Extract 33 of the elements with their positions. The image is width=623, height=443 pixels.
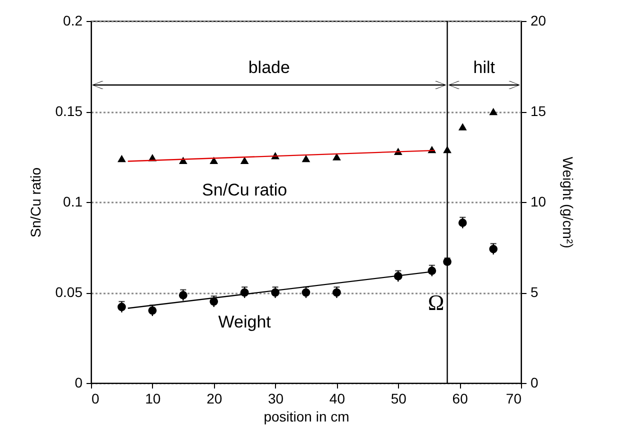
series-label: Sn/Cu ratio — [202, 180, 288, 200]
x-tick-label: 10 — [145, 390, 161, 406]
y-tick-label: 0.05 — [55, 284, 83, 300]
y-tick-label: 0 — [74, 374, 83, 390]
y-tick-label: 0.1 — [63, 194, 83, 210]
x-tick-label: 60 — [452, 390, 468, 406]
x-tick-label: 20 — [206, 390, 222, 406]
point — [210, 156, 218, 164]
y-axis-title: Sn/Cu ratio — [27, 167, 44, 238]
point — [489, 108, 498, 116]
y2-axis-title: Weight (g/cm²) — [560, 156, 576, 248]
point — [240, 156, 249, 164]
ref-line-label: Ω — [428, 290, 444, 315]
y-tick-label: 0.15 — [55, 103, 83, 119]
point — [118, 154, 126, 162]
point — [302, 154, 310, 162]
series-label: Weight — [218, 312, 272, 332]
annotation: hilt — [473, 58, 496, 77]
y2-tick-label: 15 — [530, 103, 546, 119]
y2-tick-label: 0 — [530, 374, 538, 390]
x-tick-label: 70 — [506, 390, 522, 406]
point — [332, 153, 341, 160]
y2-tick-label: 10 — [530, 194, 546, 210]
y2-tick-label: 20 — [530, 12, 546, 28]
x-tick-label: 0 — [92, 390, 100, 406]
x-axis-title: position in cm — [264, 408, 350, 424]
x-tick-label: 50 — [390, 390, 407, 406]
y-tick-label: 0.2 — [63, 12, 83, 28]
y2-tick-label: 5 — [530, 284, 538, 300]
point — [458, 123, 467, 130]
x-tick-label: 30 — [268, 390, 284, 406]
x-tick-label: 40 — [329, 390, 346, 406]
annotation: blade — [248, 58, 290, 77]
